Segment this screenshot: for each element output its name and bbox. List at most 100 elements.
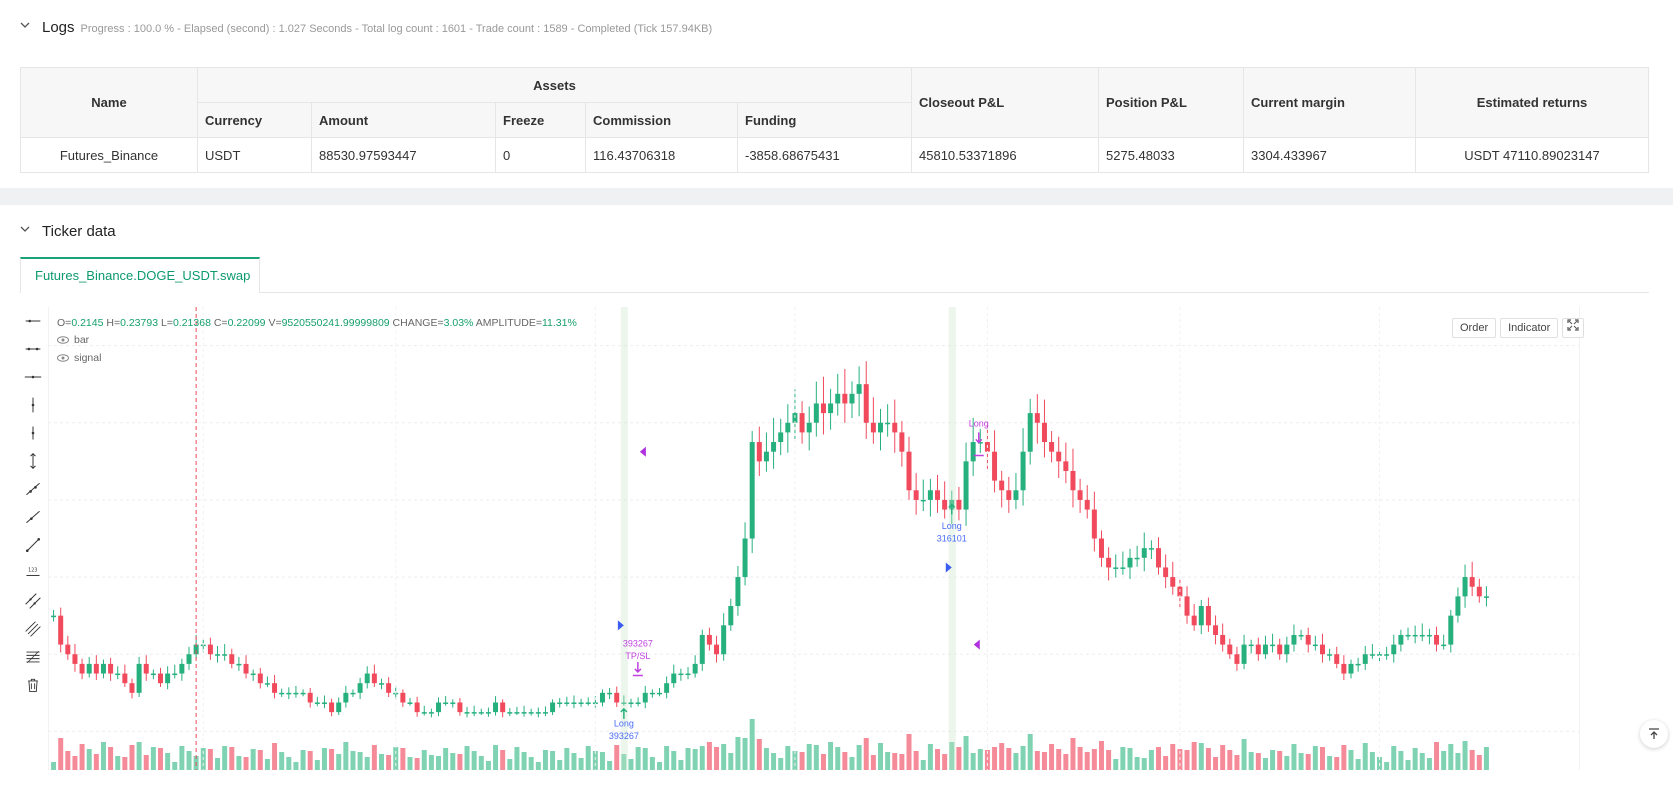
candle-body xyxy=(1441,644,1447,647)
candlestick-chart[interactable]: 0.080000000.160000000.240000000.32000000… xyxy=(48,307,1580,770)
volume-bar xyxy=(999,743,1005,770)
trash-icon[interactable] xyxy=(22,671,44,699)
volume-bar xyxy=(664,746,670,770)
order-button[interactable]: Order xyxy=(1452,318,1497,338)
chevron-down-icon[interactable] xyxy=(20,224,30,234)
volume-bar xyxy=(378,754,384,770)
candle-body xyxy=(1106,557,1112,568)
volume-bar xyxy=(992,747,998,770)
volume-bar xyxy=(222,746,228,770)
indicator-button[interactable]: Indicator xyxy=(1500,318,1559,338)
horizontal-line-icon[interactable] xyxy=(22,335,44,363)
candle-body xyxy=(193,644,199,655)
tab-doge-usdt[interactable]: Futures_Binance.DOGE_USDT.swap xyxy=(20,257,260,293)
logs-header[interactable]: Logs Progress : 100.0 % - Elapsed (secon… xyxy=(20,19,712,36)
volume-bar xyxy=(1098,741,1104,770)
candle-body xyxy=(1170,577,1176,587)
volume-bar xyxy=(478,756,484,770)
table-row: Futures_Binance USDT 88530.97593447 0 11… xyxy=(20,137,1649,173)
candle-body xyxy=(100,663,106,674)
candle-body xyxy=(806,422,812,433)
candle-body xyxy=(250,673,256,676)
volume-bar xyxy=(329,749,335,770)
fib-retracement-icon[interactable] xyxy=(22,643,44,671)
scroll-to-top-button[interactable] xyxy=(1640,720,1668,748)
candle-body xyxy=(1127,557,1133,568)
vertical-line-icon[interactable] xyxy=(22,391,44,419)
candle-body xyxy=(1327,654,1333,656)
candle-body xyxy=(257,673,263,684)
volume-bar xyxy=(1227,750,1233,770)
parallel-channel-icon[interactable] xyxy=(22,587,44,615)
candle-body xyxy=(222,654,228,656)
multi-channel-icon[interactable] xyxy=(22,615,44,643)
horizontal-ray-icon[interactable] xyxy=(22,307,44,335)
volume-bar xyxy=(564,748,570,770)
candle-body xyxy=(150,673,156,676)
legend-signal[interactable]: signal xyxy=(57,352,101,364)
candle-body xyxy=(1284,644,1290,655)
segment-line-icon[interactable] xyxy=(22,531,44,559)
volume-bar xyxy=(799,752,805,770)
volume-bar xyxy=(321,748,327,770)
candle-body xyxy=(414,702,420,713)
volume-bar xyxy=(72,756,78,770)
candle-body xyxy=(1483,596,1489,598)
ray-line-icon[interactable] xyxy=(22,503,44,531)
candle-body xyxy=(264,683,270,685)
candle-body xyxy=(143,663,149,674)
volume-bar xyxy=(122,757,128,770)
signal-tpsl-value: 393267 xyxy=(623,639,653,649)
volume-bar xyxy=(735,737,741,770)
candle-body xyxy=(1098,538,1104,558)
volume-bar xyxy=(927,744,933,770)
volume-bar xyxy=(728,753,734,770)
fullscreen-icon[interactable] xyxy=(1562,318,1585,338)
volume-bar xyxy=(1405,760,1411,770)
chevron-down-icon[interactable] xyxy=(20,20,30,30)
cell-estimated-returns: USDT 47110.89023147 xyxy=(1415,137,1649,173)
legend-bar[interactable]: bar xyxy=(57,334,89,346)
vertical-range-icon[interactable] xyxy=(22,447,44,475)
candle-body xyxy=(1348,663,1354,674)
volume-bar xyxy=(257,750,263,770)
candle-body xyxy=(436,702,442,713)
candle-body xyxy=(578,702,584,704)
volume-bar xyxy=(1234,755,1240,770)
candle-body xyxy=(158,673,163,684)
volume-bar xyxy=(279,752,285,770)
fib-numbers-icon[interactable]: 123 xyxy=(22,559,44,587)
candle-body xyxy=(1198,606,1204,626)
candle-body xyxy=(1191,615,1197,626)
volume-bar xyxy=(1248,752,1254,770)
volume-bar xyxy=(250,749,256,770)
cell-commission: 116.43706318 xyxy=(585,137,738,173)
ticker-header[interactable]: Ticker data xyxy=(20,223,116,240)
change-value: 3.03% xyxy=(443,317,474,329)
candle-body xyxy=(336,702,342,713)
eye-icon[interactable] xyxy=(57,354,69,362)
volume-bar xyxy=(1113,759,1119,770)
signal-long-value: 316101 xyxy=(937,533,967,543)
volume-bar xyxy=(1070,738,1076,770)
volume-bar xyxy=(842,752,848,770)
volume-bar xyxy=(806,744,812,770)
volume-bar xyxy=(1056,749,1062,770)
volume-bar xyxy=(1448,744,1454,770)
candle-body xyxy=(493,702,499,713)
candle-body xyxy=(521,712,527,714)
volume-bar xyxy=(1362,743,1368,770)
volume-bar xyxy=(79,744,85,770)
eye-icon[interactable] xyxy=(57,336,69,344)
signal-long-label: Long xyxy=(942,521,962,531)
horizontal-extended-icon[interactable] xyxy=(22,363,44,391)
trend-line-icon[interactable] xyxy=(22,475,44,503)
candle-body xyxy=(785,422,791,433)
col-commission: Commission xyxy=(585,102,738,138)
volume-bar xyxy=(1041,752,1047,770)
volume-bar xyxy=(535,762,541,770)
volume-bar xyxy=(421,750,427,770)
vertical-segment-icon[interactable] xyxy=(22,419,44,447)
candle-body xyxy=(1298,634,1304,637)
cell-position-pnl: 5275.48033 xyxy=(1098,137,1244,173)
